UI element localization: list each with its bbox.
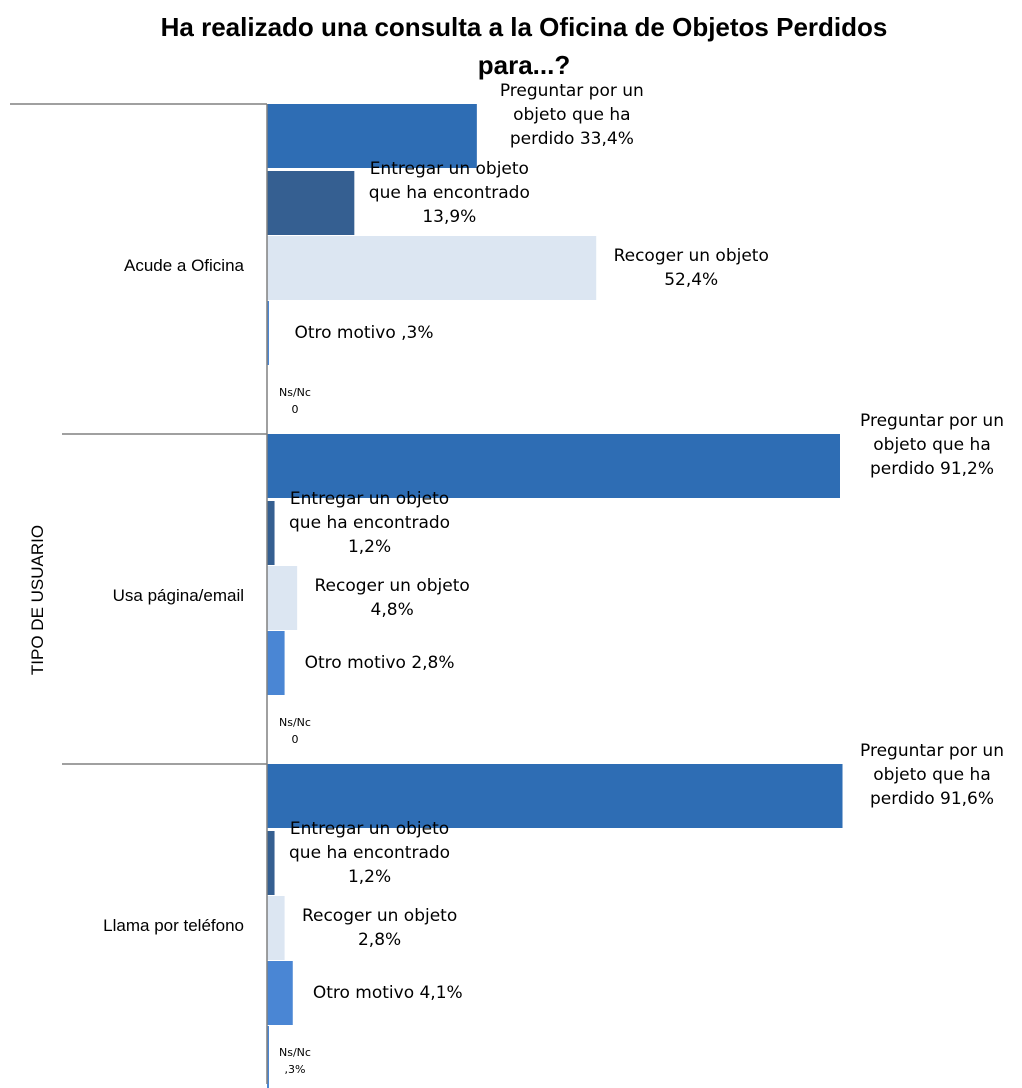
data-label: Preguntar por un objeto que ha perdido 91,… bbox=[860, 741, 1004, 809]
data-label: Ns/Nc ,3% bbox=[279, 1046, 311, 1076]
bar bbox=[267, 171, 355, 235]
bar bbox=[267, 631, 285, 695]
y-axis-title: TIPO DE USUARIO bbox=[28, 525, 47, 675]
category-label: Usa página/email bbox=[113, 586, 244, 605]
data-label: Recoger un objeto 4,8% bbox=[315, 576, 470, 620]
bar bbox=[267, 961, 293, 1025]
bar bbox=[267, 104, 477, 168]
data-label: Recoger un objeto 2,8% bbox=[302, 906, 457, 950]
data-label: Preguntar por un objeto que ha perdido 33,… bbox=[500, 81, 644, 149]
chart-title: Ha realizado una consulta a la Oficina d… bbox=[161, 12, 888, 80]
category-separators bbox=[10, 103, 267, 765]
category-labels: Acude a Oficina Usa página/email Llama por… bbox=[103, 256, 244, 935]
data-label: Entregar un objeto que ha encontrado 1,2% bbox=[289, 819, 450, 887]
bar bbox=[267, 896, 285, 960]
category-label: Acude a Oficina bbox=[124, 256, 245, 275]
chart-title-line-2: para...? bbox=[478, 50, 570, 80]
data-label: Otro motivo 4,1% bbox=[313, 983, 463, 1003]
bar bbox=[267, 501, 275, 565]
bars bbox=[267, 104, 843, 1088]
chart-title-line-1: Ha realizado una consulta a la Oficina d… bbox=[161, 12, 888, 42]
bar bbox=[267, 566, 298, 630]
bar bbox=[267, 236, 597, 300]
data-label: Otro motivo 2,8% bbox=[305, 653, 455, 673]
data-label: Preguntar por un objeto que ha perdido 91,… bbox=[860, 411, 1004, 479]
bar bbox=[267, 1026, 269, 1088]
data-label: Recoger un objeto 52,4% bbox=[614, 246, 769, 290]
bar bbox=[267, 434, 840, 498]
data-label: Entregar un objeto que ha encontrado 13,9% bbox=[369, 159, 530, 227]
category-label: Llama por teléfono bbox=[103, 916, 244, 935]
data-label: Ns/Nc 0 bbox=[279, 716, 311, 746]
data-label: Ns/Nc 0 bbox=[279, 386, 311, 416]
bar bbox=[267, 301, 269, 365]
bar bbox=[267, 764, 843, 828]
bar bbox=[267, 831, 275, 895]
data-labels: Preguntar por un objeto que ha perdido 33,… bbox=[279, 81, 1004, 1076]
data-label: Otro motivo ,3% bbox=[294, 323, 433, 343]
data-label: Entregar un objeto que ha encontrado 1,2% bbox=[289, 489, 450, 557]
